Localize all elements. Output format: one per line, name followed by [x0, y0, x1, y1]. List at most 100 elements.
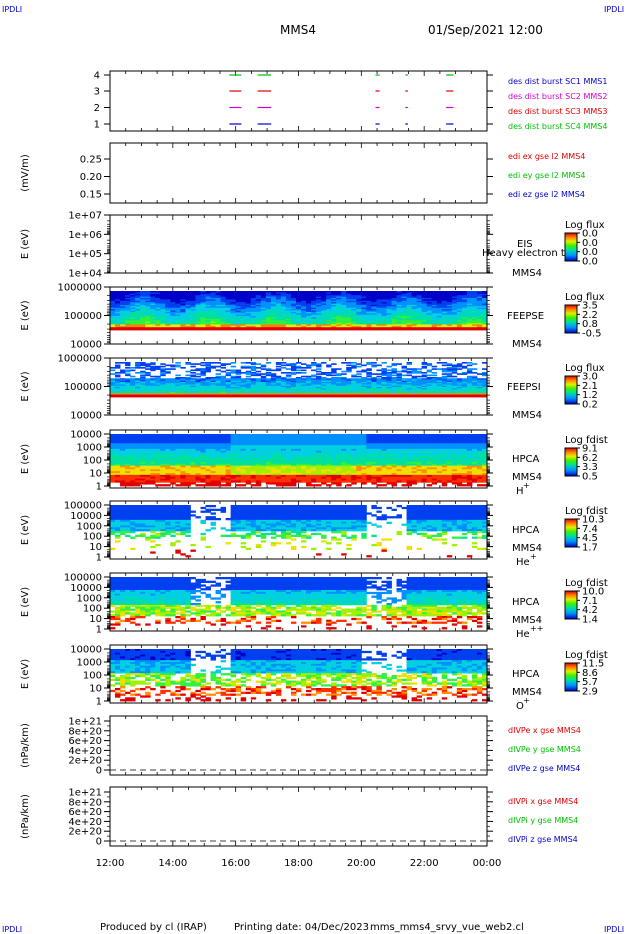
hpca_h-heatmap-cell [115, 443, 121, 446]
feepsi-heatmap-cell [336, 387, 342, 389]
feepse-heatmap-cell [396, 325, 402, 328]
feepse-heatmap-cell [431, 316, 438, 318]
hpca_h-heatmap-cell [180, 484, 186, 487]
feepsi-heatmap-cell [461, 365, 468, 368]
feepsi-heatmap-cell [295, 385, 302, 388]
feepsi-heatmap-cell [180, 395, 186, 398]
feepse-heatmap-cell [401, 310, 407, 313]
feepsi-heatmap-cell [431, 394, 438, 397]
hpca_h-heatmap-cell [215, 439, 221, 442]
feepse-heatmap-cell [396, 300, 402, 303]
feepsi-heatmap-cell [316, 377, 322, 379]
feepsi-heatmap-cell [381, 362, 387, 364]
hpca_h-heatmap-cell [225, 482, 232, 485]
feepse-heatmap-cell [230, 299, 237, 302]
feepse-heatmap-cell [336, 306, 342, 309]
feepse-heatmap-cell [351, 324, 357, 327]
feepsi-heatmap-cell [200, 364, 206, 367]
feepsi-heatmap-cell [421, 390, 428, 393]
feepse-heatmap-cell [356, 327, 362, 330]
feepsi-heatmap-cell [361, 390, 367, 393]
feepsi-heatmap-cell [260, 377, 267, 379]
feepse-heatmap-cell [431, 293, 438, 296]
eis-colorbar [564, 232, 578, 262]
feepsi-heatmap-cell [230, 388, 237, 390]
hpca_h-heatmap-cell [175, 467, 181, 470]
hpca_h-heatmap-cell [165, 474, 171, 478]
feepsi-heatmap-cell [451, 383, 458, 385]
feepse-heatmap-cell [250, 306, 257, 309]
burst-legend-entry: des dist burst SC2 MMS2 [508, 92, 607, 101]
feepsi-heatmap-cell [205, 368, 211, 370]
feepsi-heatmap-cell [280, 393, 287, 395]
hpca_h-heatmap-cell [140, 441, 146, 444]
feepsi-heatmap-cell [170, 389, 176, 392]
feepse-heatmap-cell [255, 303, 262, 306]
hpca_h-heatmap-cell [175, 456, 181, 459]
feepsi-heatmap-cell [306, 382, 312, 384]
feepsi-heatmap-cell [431, 390, 438, 393]
feepsi-heatmap-cell [280, 364, 287, 367]
feepse-heatmap-cell [311, 295, 317, 297]
hpca_h-heatmap-cell [110, 450, 116, 453]
feepse-heatmap-cell [255, 295, 262, 297]
hpca_h-heatmap-cell [175, 450, 181, 453]
feepsi-heatmap-cell [290, 367, 297, 369]
hpca_h-heatmap-cell [225, 460, 232, 463]
feepsi-heatmap-cell [426, 364, 433, 367]
feepse-heatmap-cell [285, 314, 292, 317]
feepse-heatmap-cell [235, 327, 242, 330]
feepsi-heatmap-cell [441, 368, 448, 370]
feepsi-heatmap-cell [125, 378, 131, 380]
feepsi-heatmap-cell [295, 395, 302, 398]
feepse-heatmap-cell [316, 314, 322, 317]
feepse-heatmap-cell [125, 292, 131, 295]
feepse-heatmap-cell [160, 302, 166, 304]
feepsi-heatmap-cell [135, 395, 141, 398]
feepse-heatmap-cell [210, 327, 216, 330]
feepse-heatmap-cell [190, 325, 196, 328]
feepse-heatmap-cell [431, 303, 438, 306]
feepse-heatmap-cell [205, 307, 211, 310]
feepsi-heatmap-cell [145, 368, 151, 370]
feepsi-heatmap-cell [150, 380, 156, 383]
feepse-heatmap-cell [130, 317, 136, 320]
feepsi-heatmap-cell [351, 367, 357, 369]
feepse-heatmap-cell [471, 318, 478, 321]
feepse-heatmap-cell [220, 325, 227, 328]
feepse-heatmap-cell [285, 303, 292, 306]
feepse-heatmap-cell [471, 302, 478, 304]
feepsi-heatmap-cell [351, 375, 357, 378]
feepsi-heatmap-cell [115, 388, 121, 390]
feepsi-heatmap-cell [235, 392, 242, 394]
feepsi-heatmap-cell [295, 383, 302, 385]
feepse-heatmap-cell [381, 297, 387, 300]
feepsi-heatmap-cell [471, 377, 478, 379]
feepsi-heatmap-cell [456, 390, 463, 393]
feepse-heatmap-cell [255, 299, 262, 302]
feepsi-heatmap-cell [306, 383, 312, 385]
feepsi-heatmap-cell [185, 374, 191, 377]
hpca_h-heatmap-cell [125, 476, 131, 479]
feepse-heatmap-cell [456, 316, 463, 318]
feepse-heatmap-cell [180, 291, 186, 293]
feepsi-heatmap-cell [471, 388, 478, 390]
feepsi-heatmap-cell [481, 368, 488, 370]
feepse-heatmap-cell [481, 300, 488, 303]
feepsi-heatmap-cell [411, 372, 418, 374]
feepse-heatmap-cell [341, 304, 347, 307]
feepse-heatmap-cell [290, 323, 297, 325]
feepsi-heatmap-cell [130, 390, 136, 393]
feepsi-heatmap-cell [391, 368, 397, 370]
feepse-heatmap-cell [215, 325, 221, 328]
feepse-heatmap-cell [275, 317, 282, 320]
feepse-heatmap-cell [391, 292, 397, 295]
feepse-heatmap-cell [280, 323, 287, 325]
feepse-heatmap-cell [386, 292, 392, 295]
feepsi-heatmap-cell [471, 372, 478, 374]
feepsi-heatmap-cell [361, 389, 367, 392]
feepsi-heatmap-cell [346, 364, 352, 367]
feepsi-heatmap-cell [381, 384, 387, 387]
feepse-heatmap-cell [160, 313, 166, 316]
